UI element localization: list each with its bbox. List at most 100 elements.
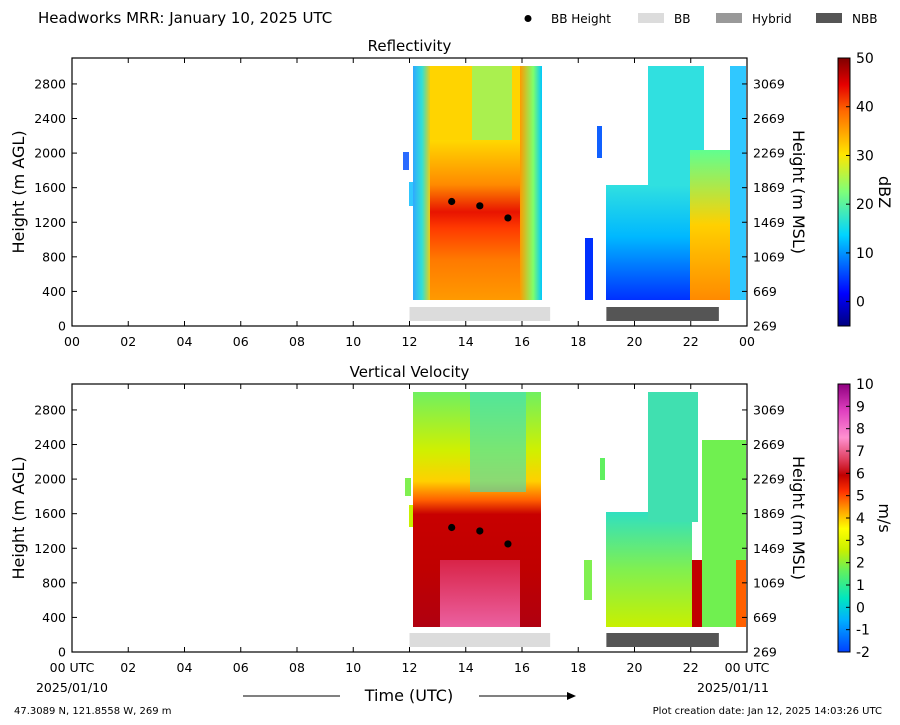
velocity-field [405,392,746,627]
reflectivity-title: Reflectivity [368,37,452,55]
y-tick-label: 2400 [34,111,66,126]
reflectivity-panel: Reflectivity 00 02 04 06 08 10 12 14 16 18 20 22 00 … [9,37,894,349]
bb-height-point [476,527,484,535]
reflectivity-leading-edge [413,66,431,300]
velocity-late-echo-tall [648,392,698,522]
y2-tick-label: 1869 [753,506,785,521]
colorbar-tick-label: 0 [856,600,865,616]
y-tick-label: 2400 [34,437,66,452]
reflectivity-y-ticks: 0 400 800 1200 1600 2000 2400 2800 [34,76,77,334]
x-tick-label: 22 [683,660,699,675]
reflectivity-y-label: Height (m AGL) [9,130,28,253]
colorbar-tick-label: 10 [856,246,874,262]
y2-tick-label: 2269 [753,146,785,161]
velocity-late-echo-red [692,560,702,627]
legend-bb-label: BB [674,12,690,26]
velocity-colorbar-label: m/s [875,503,894,532]
bb-height-point [504,214,512,222]
y2-tick-label: 1069 [753,249,785,264]
x-tick-label: 12 [402,334,418,349]
reflectivity-late-echo-end [730,66,746,300]
velocity-pink-core [440,560,520,627]
velocity-y-label: Height (m AGL) [9,456,28,579]
x-tick-label: 18 [570,660,586,675]
reflectivity-core [430,140,534,300]
x-tick-label: 02 [120,334,136,349]
y2-tick-label: 2669 [753,437,785,452]
reflectivity-late-echo-scatter [597,126,602,158]
y2-tick-label: 269 [753,319,777,334]
x-start-date: 2025/01/10 [36,680,108,695]
x-tick-label: 00 UTC [50,660,95,675]
velocity-y-ticks: 0 400 800 1200 1600 2000 2400 2800 [34,402,77,660]
x-axis-label: Time (UTC) [364,686,453,705]
y-tick-label: 1600 [34,180,66,195]
y-tick-label: 2800 [34,76,66,91]
bb-height-point [448,197,456,206]
site-location: 47.3089 N, 121.8558 W, 269 m [14,706,172,717]
colorbar-tick-label: 3 [856,533,865,549]
y2-tick-label: 669 [753,284,777,299]
velocity-title: Vertical Velocity [350,363,470,381]
reflectivity-late-echo-low [585,238,593,300]
x-tick-label: 14 [458,660,474,675]
legend-bb-height-label: BB Height [551,12,611,26]
y-tick-label: 2800 [34,402,66,417]
reflectivity-upper-cloud-cyan [472,66,512,146]
y-tick-label: 400 [42,284,66,299]
colorbar-tick-label: 10 [856,377,874,393]
velocity-y2-label: Height (m MSL) [789,456,808,580]
reflectivity-bb-bars [409,307,719,321]
velocity-colorbar-ticks: -2 -1 0 1 2 3 4 5 6 7 8 9 10 [846,377,874,661]
x-tick-label: 06 [233,660,249,675]
colorbar-tick-label: 20 [856,197,874,213]
x-end-date: 2025/01/11 [697,680,769,695]
x-tick-label: 04 [177,334,193,349]
legend-nbb-swatch [816,13,842,23]
x-tick-label: 04 [177,660,193,675]
x-tick-label: 22 [683,334,699,349]
reflectivity-y2-ticks: 269 669 1069 1469 1869 2269 2669 3069 [742,76,785,334]
colorbar-tick-label: 6 [856,466,865,482]
velocity-upper-cyan [470,392,526,492]
x-tick-label: 00 [739,334,755,349]
x-tick-label: 10 [345,660,361,675]
colorbar-tick-label: 8 [856,422,865,438]
plot-creation-date: Plot creation date: Jan 12, 2025 14:03:2… [653,706,882,717]
x-tick-label: 00 UTC [725,660,770,675]
velocity-late-echo [606,512,692,627]
bb-type-bar-nbb [606,633,719,647]
bb-type-bar-nbb [606,307,719,321]
velocity-late-scatter-2 [600,458,605,480]
x-tick-label: 14 [458,334,474,349]
bb-type-bar-bb [409,633,551,647]
velocity-scatter-early [405,478,411,496]
y-tick-label: 1200 [34,541,66,556]
reflectivity-colorbar [837,57,851,327]
x-tick-label: 00 [64,334,80,349]
legend-bb-swatch [638,13,664,23]
bb-height-point [476,202,484,210]
x-tick-label: 06 [233,334,249,349]
y-tick-label: 800 [42,249,66,264]
y2-tick-label: 3069 [753,402,785,417]
legend-hybrid-label: Hybrid [752,12,792,26]
x-tick-label: 18 [570,334,586,349]
velocity-late-scatter [584,560,592,600]
reflectivity-field [403,66,746,300]
legend-hybrid-swatch [716,13,742,23]
velocity-y2-ticks: 269 669 1069 1469 1869 2269 2669 3069 [742,402,785,660]
colorbar-tick-label: 30 [856,148,874,164]
y2-tick-label: 669 [753,610,777,625]
reflectivity-y2-label: Height (m MSL) [789,130,808,254]
y-tick-label: 800 [42,575,66,590]
x-tick-label: 08 [289,334,305,349]
y2-tick-label: 1469 [753,215,785,230]
reflectivity-late-echo [606,185,698,300]
reflectivity-scatter-early-2 [409,182,413,206]
y2-tick-label: 2669 [753,111,785,126]
legend-bb-height-marker [524,15,532,22]
colorbar-tick-label: -2 [856,645,870,661]
y-tick-label: 0 [58,319,66,334]
